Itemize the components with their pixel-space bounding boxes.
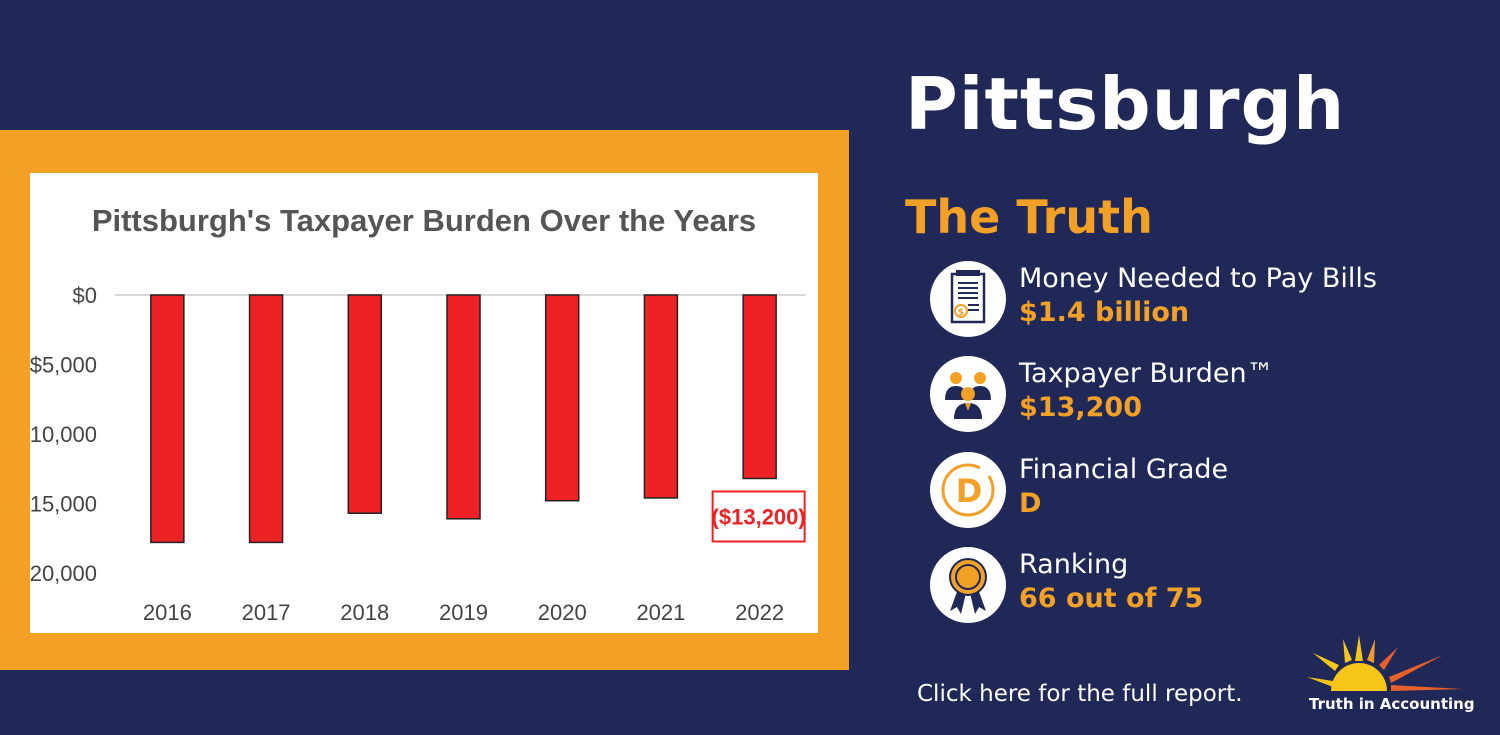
y-tick-label: $15,000 bbox=[30, 492, 97, 517]
taxpayers-icon bbox=[930, 356, 1006, 432]
taxpayer-burden-chart: Pittsburgh's Taxpayer Burden Over the Ye… bbox=[30, 203, 806, 625]
sun-icon bbox=[1307, 635, 1463, 691]
bar-2019 bbox=[446, 294, 481, 520]
svg-text:D: D bbox=[956, 472, 983, 510]
bar-2022 bbox=[742, 294, 777, 480]
x-tick-label: 2021 bbox=[636, 600, 685, 625]
x-tick-label: 2022 bbox=[735, 600, 784, 625]
stat-financial-grade: D Financial Grade D bbox=[930, 452, 1470, 528]
stat-value: $13,200 bbox=[1019, 392, 1142, 423]
chart-card: Pittsburgh's Taxpayer Burden Over the Ye… bbox=[30, 173, 818, 633]
chart-title: Pittsburgh's Taxpayer Burden Over the Ye… bbox=[92, 203, 756, 238]
stat-ranking: Ranking 66 out of 75 bbox=[930, 547, 1470, 623]
grade-icon: D bbox=[930, 452, 1006, 528]
stat-label: Taxpayer Burden™ bbox=[1019, 358, 1274, 389]
ribbon-icon bbox=[930, 547, 1006, 623]
bar-2018 bbox=[347, 294, 383, 514]
full-report-link[interactable]: Click here for the full report. bbox=[917, 681, 1243, 707]
x-tick-label: 2017 bbox=[242, 600, 291, 625]
x-tick-label: 2020 bbox=[538, 600, 587, 625]
stat-label: Ranking bbox=[1019, 549, 1129, 580]
x-tick-label: 2019 bbox=[439, 600, 488, 625]
stat-money-needed: $ Money Needed to Pay Bills $1.4 billion bbox=[930, 261, 1470, 337]
bar-2016 bbox=[150, 294, 185, 544]
stat-taxpayer-burden: Taxpayer Burden™ $13,200 bbox=[930, 356, 1470, 432]
x-tick-label: 2018 bbox=[340, 600, 389, 625]
y-tick-label: $0 bbox=[73, 283, 97, 308]
svg-text:$: $ bbox=[958, 308, 964, 318]
y-tick-label: $5,000 bbox=[30, 353, 97, 378]
section-title: The Truth bbox=[905, 190, 1153, 244]
stat-label: Financial Grade bbox=[1019, 454, 1229, 485]
bill-icon: $ bbox=[930, 261, 1006, 337]
stat-label: Money Needed to Pay Bills bbox=[1019, 263, 1377, 294]
annotation-label: ($13,200) bbox=[712, 504, 806, 529]
city-title: Pittsburgh bbox=[905, 62, 1346, 146]
bar-2020 bbox=[544, 294, 580, 502]
stat-value: 66 out of 75 bbox=[1019, 583, 1204, 614]
y-tick-label: $20,000 bbox=[30, 561, 97, 586]
bar-2021 bbox=[643, 294, 679, 499]
y-tick-label: $10,000 bbox=[30, 422, 97, 447]
truth-in-accounting-logo: Truth in Accounting bbox=[1303, 633, 1475, 718]
logo-text: Truth in Accounting bbox=[1309, 695, 1475, 713]
x-tick-label: 2016 bbox=[143, 600, 192, 625]
bar-2017 bbox=[248, 294, 284, 544]
annotation-box bbox=[711, 490, 806, 543]
stat-value: D bbox=[1019, 488, 1042, 519]
stat-value: $1.4 billion bbox=[1019, 297, 1190, 328]
